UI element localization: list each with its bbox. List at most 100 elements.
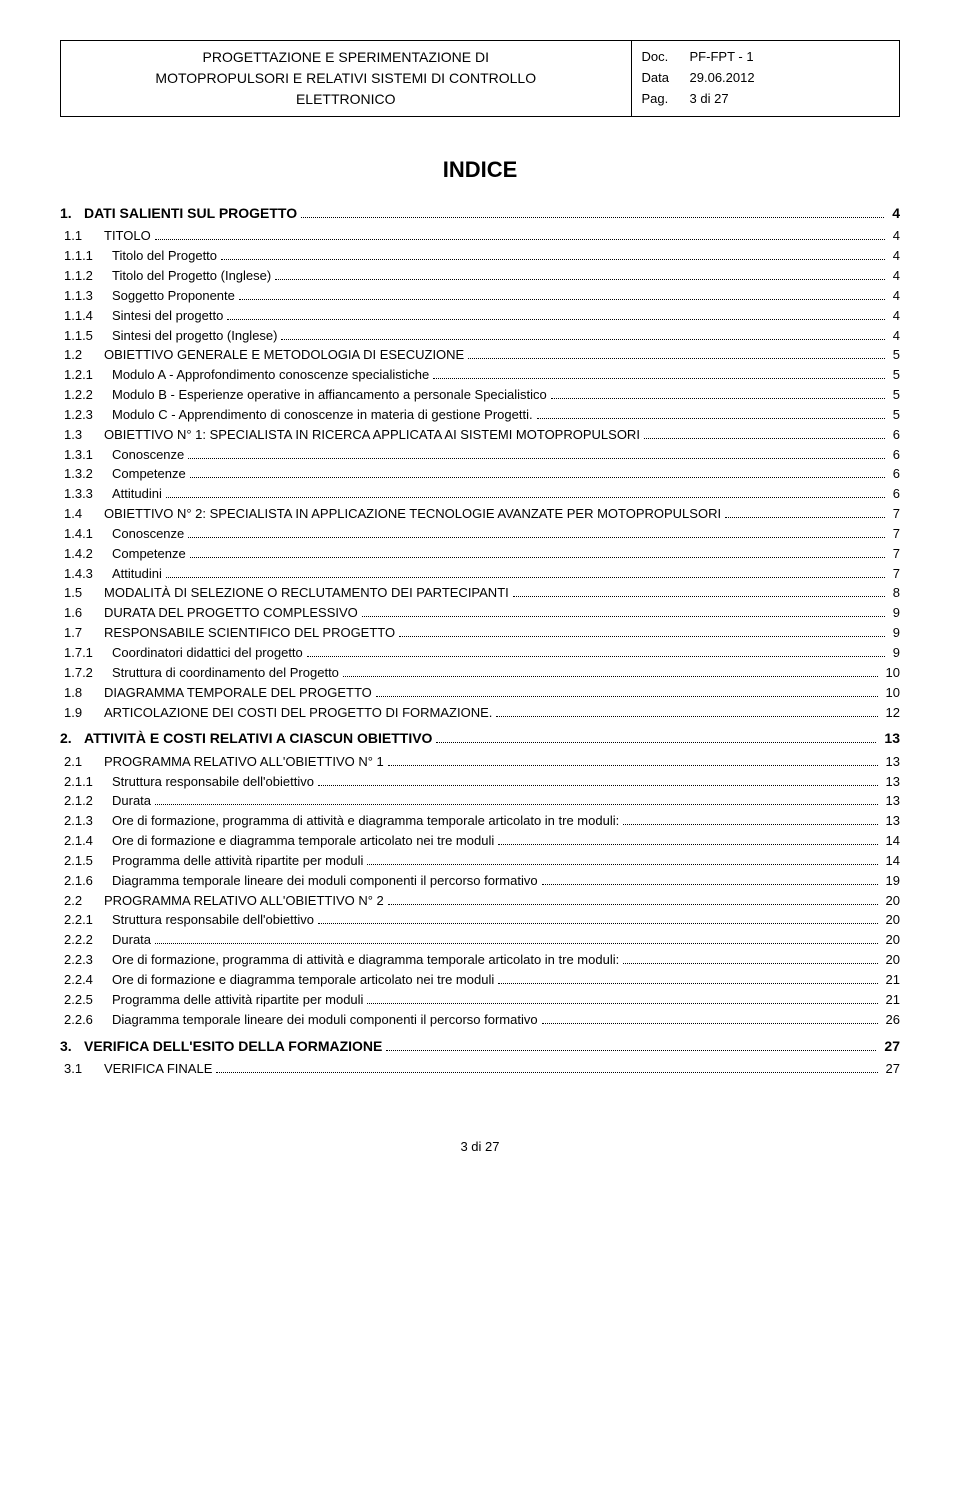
header-title-line1: PROGETTAZIONE E SPERIMENTAZIONE DI bbox=[203, 49, 490, 65]
toc-leader bbox=[188, 526, 884, 538]
toc-leader bbox=[190, 467, 885, 479]
header-title-cell: PROGETTAZIONE E SPERIMENTAZIONE DI MOTOP… bbox=[61, 41, 632, 117]
toc-leader bbox=[623, 814, 877, 826]
toc-page: 20 bbox=[882, 931, 900, 950]
toc-page: 20 bbox=[882, 892, 900, 911]
toc-number: 1.9 bbox=[60, 704, 104, 723]
toc-row: 1.7.1Coordinatori didattici del progetto… bbox=[60, 644, 900, 663]
toc-page: 20 bbox=[882, 951, 900, 970]
toc-row: 2.1.1Struttura responsabile dell'obietti… bbox=[60, 773, 900, 792]
toc-number: 2.1.4 bbox=[60, 832, 112, 851]
toc-leader bbox=[343, 665, 878, 677]
toc-leader bbox=[367, 853, 877, 865]
toc-page: 7 bbox=[889, 545, 900, 564]
toc-label: Modulo A - Approfondimento conoscenze sp… bbox=[112, 366, 429, 385]
toc-leader bbox=[227, 308, 884, 320]
toc-label: Programma delle attività ripartite per m… bbox=[112, 852, 363, 871]
toc-page: 4 bbox=[889, 307, 900, 326]
toc-page: 13 bbox=[882, 753, 900, 772]
toc-row: 2.2PROGRAMMA RELATIVO ALL'OBIETTIVO N° 2… bbox=[60, 892, 900, 911]
toc-label: Programma delle attività ripartite per m… bbox=[112, 991, 363, 1010]
toc-label: Titolo del Progetto bbox=[112, 247, 217, 266]
pag-value: 3 di 27 bbox=[690, 89, 729, 110]
toc-label: TITOLO bbox=[104, 227, 151, 246]
toc-page: 10 bbox=[882, 684, 900, 703]
toc-page: 9 bbox=[889, 644, 900, 663]
toc-label: PROGRAMMA RELATIVO ALL'OBIETTIVO N° 2 bbox=[104, 892, 384, 911]
toc-leader bbox=[155, 229, 885, 241]
toc-label: Coordinatori didattici del progetto bbox=[112, 644, 303, 663]
toc-page: 6 bbox=[889, 485, 900, 504]
toc-row: 2.2.3Ore di formazione, programma di att… bbox=[60, 951, 900, 970]
toc-page: 4 bbox=[889, 247, 900, 266]
toc-leader bbox=[239, 288, 885, 300]
toc-page: 7 bbox=[889, 525, 900, 544]
toc-row: 1.8DIAGRAMMA TEMPORALE DEL PROGETTO10 bbox=[60, 684, 900, 703]
toc-label: Modulo C - Apprendimento di conoscenze i… bbox=[112, 406, 533, 425]
document-header: PROGETTAZIONE E SPERIMENTAZIONE DI MOTOP… bbox=[60, 40, 900, 117]
toc-page: 4 bbox=[889, 287, 900, 306]
toc-leader bbox=[155, 794, 878, 806]
toc-number: 2.1.2 bbox=[60, 792, 112, 811]
toc-row: 1.3.1Conoscenze 6 bbox=[60, 446, 900, 465]
toc-leader bbox=[388, 754, 878, 766]
doc-value: PF-FPT - 1 bbox=[690, 47, 754, 68]
toc-leader bbox=[386, 1038, 876, 1051]
toc-number: 1.7.1 bbox=[60, 644, 112, 663]
toc-number: 1.7.2 bbox=[60, 664, 112, 683]
toc-number: 2.1 bbox=[60, 753, 104, 772]
toc-row: 1.1.2Titolo del Progetto (Inglese) 4 bbox=[60, 267, 900, 286]
toc-leader bbox=[498, 833, 877, 845]
toc-row: 2.1.4Ore di formazione e diagramma tempo… bbox=[60, 832, 900, 851]
toc-number: 1.4.3 bbox=[60, 565, 112, 584]
toc-label: VERIFICA FINALE bbox=[104, 1060, 212, 1079]
toc-leader bbox=[376, 685, 878, 697]
toc-label: Struttura responsabile dell'obiettivo bbox=[112, 911, 314, 930]
toc-row: 1.4.3Attitudini7 bbox=[60, 565, 900, 584]
toc-leader bbox=[496, 705, 877, 717]
toc-label: PROGRAMMA RELATIVO ALL'OBIETTIVO N° 1 bbox=[104, 753, 384, 772]
toc-row: 1.4.1Conoscenze7 bbox=[60, 525, 900, 544]
toc-row: 1.7RESPONSABILE SCIENTIFICO DEL PROGETTO… bbox=[60, 624, 900, 643]
table-of-contents: 1.DATI SALIENTI SUL PROGETTO41.1TITOLO41… bbox=[60, 203, 900, 1079]
toc-page: 27 bbox=[882, 1060, 900, 1079]
toc-label: Conoscenze bbox=[112, 446, 184, 465]
toc-page: 4 bbox=[888, 203, 900, 223]
toc-row: 2.2.2Durata20 bbox=[60, 931, 900, 950]
toc-leader bbox=[216, 1061, 877, 1073]
toc-leader bbox=[275, 268, 885, 280]
toc-number: 2.2.3 bbox=[60, 951, 112, 970]
toc-page: 6 bbox=[889, 446, 900, 465]
toc-label: DIAGRAMMA TEMPORALE DEL PROGETTO bbox=[104, 684, 372, 703]
toc-number: 2.2.5 bbox=[60, 991, 112, 1010]
toc-leader bbox=[498, 972, 877, 984]
toc-label: OBIETTIVO N° 2: SPECIALISTA IN APPLICAZI… bbox=[104, 505, 721, 524]
header-meta-cell: Doc. PF-FPT - 1 Data 29.06.2012 Pag. 3 d… bbox=[631, 41, 899, 117]
toc-label: OBIETTIVO GENERALE E METODOLOGIA DI ESEC… bbox=[104, 346, 464, 365]
header-title-line2: MOTOPROPULSORI E RELATIVI SISTEMI DI CON… bbox=[71, 68, 621, 89]
toc-row: 1.2.2Modulo B - Esperienze operative in … bbox=[60, 386, 900, 405]
toc-label: Ore di formazione e diagramma temporale … bbox=[112, 832, 494, 851]
toc-leader bbox=[155, 933, 878, 945]
toc-row: 2.2.4Ore di formazione e diagramma tempo… bbox=[60, 971, 900, 990]
data-label: Data bbox=[642, 68, 690, 89]
toc-row: 1.1.1Titolo del Progetto4 bbox=[60, 247, 900, 266]
toc-label: Titolo del Progetto (Inglese) bbox=[112, 267, 271, 286]
toc-page: 21 bbox=[882, 971, 900, 990]
toc-page: 5 bbox=[889, 386, 900, 405]
toc-number: 1.3.1 bbox=[60, 446, 112, 465]
toc-page: 4 bbox=[889, 267, 900, 286]
toc-number: 1.1.2 bbox=[60, 267, 112, 286]
toc-page: 9 bbox=[889, 624, 900, 643]
toc-row: 1.9ARTICOLAZIONE DEI COSTI DEL PROGETTO … bbox=[60, 704, 900, 723]
toc-leader bbox=[399, 625, 885, 637]
toc-label: OBIETTIVO N° 1: SPECIALISTA IN RICERCA A… bbox=[104, 426, 640, 445]
toc-page: 5 bbox=[889, 346, 900, 365]
page-footer: 3 di 27 bbox=[60, 1139, 900, 1154]
toc-row: 1.1.3Soggetto Proponente4 bbox=[60, 287, 900, 306]
toc-row: 1.6DURATA DEL PROGETTO COMPLESSIVO9 bbox=[60, 604, 900, 623]
toc-number: 1.4.2 bbox=[60, 545, 112, 564]
toc-label: Soggetto Proponente bbox=[112, 287, 235, 306]
toc-row: 1.3OBIETTIVO N° 1: SPECIALISTA IN RICERC… bbox=[60, 426, 900, 445]
toc-leader bbox=[367, 992, 877, 1004]
